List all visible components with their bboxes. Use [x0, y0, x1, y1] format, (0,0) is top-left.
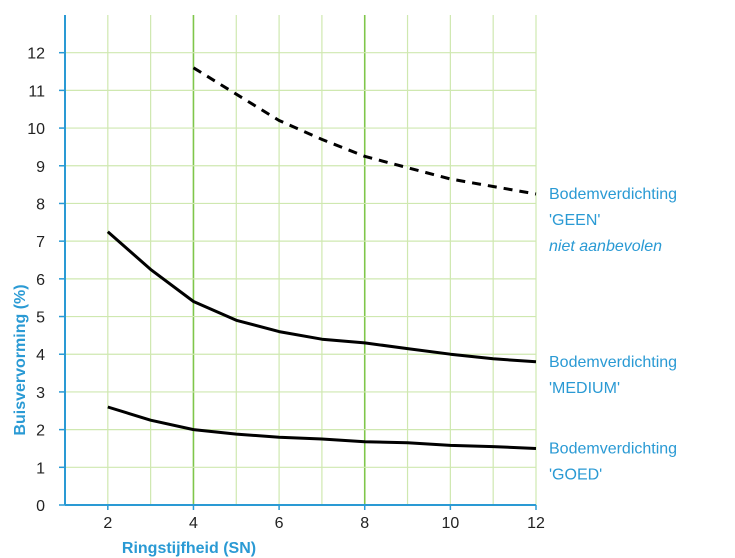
series-labels: Bodemverdichting 'GEEN' niet aanbevolen Bod… [549, 186, 677, 483]
y-axis-title: Buisvervorming (%) [12, 284, 29, 435]
grid [65, 15, 537, 505]
series-label-2: Bodemverdichting [549, 354, 677, 371]
y-tick-label: 12 [27, 46, 45, 63]
y-tick-label: 4 [36, 347, 45, 364]
series-label-1: Bodemverdichting [549, 186, 677, 203]
y-tick-label: 0 [36, 498, 45, 515]
y-tick-label: 6 [36, 272, 45, 289]
x-tick-label: 6 [275, 515, 284, 532]
y-tick-label: 1 [36, 460, 45, 477]
series-line-3 [107, 405, 537, 450]
y-tick-label: 2 [36, 423, 45, 440]
y-tick-label: 3 [36, 385, 45, 402]
series-label-1: 'GEEN' [549, 212, 600, 229]
x-axis-title: Ringstijfheid (SN) [122, 540, 256, 557]
series-line-1 [192, 66, 537, 196]
y-tick-label: 9 [36, 159, 45, 176]
x-tick-label: 10 [441, 515, 459, 532]
axes [64, 15, 536, 506]
y-tick-label: 5 [36, 310, 45, 327]
y-tick-label: 11 [28, 83, 45, 100]
y-tick-label: 10 [27, 121, 45, 138]
series-line-2 [106, 230, 537, 364]
x-tick-label: 2 [103, 515, 112, 532]
series-label-3: Bodemverdichting [549, 440, 677, 457]
series-label-3: 'GOED' [549, 466, 602, 483]
y-tick-label: 7 [36, 234, 45, 251]
y-tick-label: 8 [36, 196, 45, 213]
series-label-1: niet aanbevolen [549, 238, 662, 255]
x-tick-label: 4 [189, 515, 198, 532]
series-label-2: 'MEDIUM' [549, 380, 620, 397]
x-tick-label: 12 [527, 515, 545, 532]
series [106, 66, 537, 450]
x-tick-label: 8 [360, 515, 369, 532]
